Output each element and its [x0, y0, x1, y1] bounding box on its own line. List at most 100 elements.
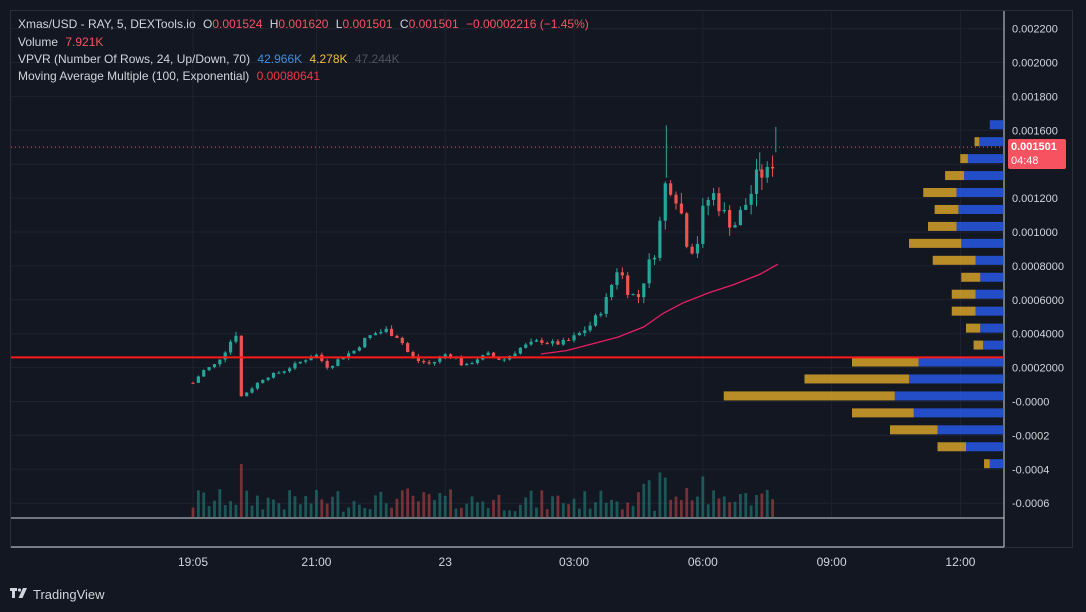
volume-bar	[679, 499, 683, 517]
candle-body	[298, 361, 302, 364]
volume-bar	[357, 504, 361, 517]
vpvr-up-bar	[980, 323, 1004, 333]
volume-bar	[545, 509, 549, 517]
volume-bar	[626, 502, 630, 517]
mam-label[interactable]: Moving Average Multiple (100, Exponentia…	[18, 69, 250, 83]
x-tick-label: 09:00	[817, 555, 847, 569]
candle-body	[288, 368, 292, 372]
candle-body	[282, 371, 286, 373]
vpvr-up-value: 42.966K	[257, 52, 303, 66]
vpvr-down-bar	[973, 340, 984, 350]
volume-label[interactable]: Volume	[18, 35, 59, 49]
vpvr-down-bar	[923, 188, 957, 198]
candle-body	[583, 330, 587, 333]
y-tick-label: 0.0004000	[1012, 329, 1064, 341]
volume-bar	[685, 488, 689, 517]
volume-bar	[245, 490, 249, 517]
volume-bar	[739, 493, 742, 517]
volume-bar	[229, 501, 232, 517]
volume-bar	[282, 509, 286, 517]
vpvr-down-bar	[951, 289, 976, 299]
volume-bar	[481, 501, 485, 517]
x-tick-label: 12:00	[945, 555, 975, 569]
volume-bar	[561, 503, 565, 517]
volume-bar	[438, 493, 442, 517]
candle-body	[411, 352, 415, 357]
candle-body	[470, 363, 474, 365]
volume-bar	[379, 491, 383, 517]
candle-body	[341, 357, 345, 360]
change-value: −0.00002216 (−1.45%)	[465, 17, 589, 31]
y-tick-label: 0.002000	[1012, 58, 1058, 70]
open-label: O	[202, 17, 213, 31]
volume-bar	[760, 493, 764, 517]
candle-body	[690, 246, 694, 254]
vpvr-down-bar	[932, 255, 976, 265]
high-value: 0.001620	[278, 17, 329, 31]
volume-bar	[637, 492, 640, 517]
candle-body	[593, 315, 598, 326]
vpvr-down-bar	[974, 137, 980, 147]
volume-bar	[459, 507, 463, 517]
volume-bar	[712, 490, 715, 517]
candle-body	[534, 340, 539, 342]
volume-bar	[352, 500, 356, 517]
vpvr-up-bar	[966, 442, 1004, 452]
volume-bar	[658, 472, 662, 517]
volume-bar	[298, 504, 302, 517]
candle-body	[652, 257, 657, 260]
volume-bar	[749, 505, 753, 517]
candle-body	[271, 372, 276, 378]
candle-body	[561, 339, 565, 345]
candle-body	[610, 284, 614, 298]
volume-bar	[234, 504, 238, 517]
candle-body	[722, 210, 726, 212]
volume-bar	[535, 507, 538, 517]
volume-bar	[465, 503, 469, 517]
candle-body	[261, 379, 265, 383]
candle-body	[572, 335, 576, 341]
candle-body	[304, 360, 308, 362]
candle-body	[588, 325, 592, 331]
candle-body	[695, 243, 700, 254]
candle-body	[524, 344, 528, 348]
close-label: C	[399, 17, 409, 31]
volume-bar	[476, 502, 479, 517]
vpvr-down-bar	[960, 154, 968, 164]
candle-body	[663, 183, 667, 221]
last-price-tag: 0.001501 04:48	[1008, 139, 1066, 169]
volume-bar	[765, 489, 769, 517]
volume-bar	[642, 483, 646, 517]
symbol-title[interactable]: Xmas/USD - RAY, 5, DEXTools.io	[18, 17, 196, 31]
volume-bar	[272, 499, 275, 517]
last-price-value: 0.001501	[1011, 141, 1057, 153]
candle-body	[475, 359, 480, 364]
vpvr-label[interactable]: VPVR (Number Of Rows, 24, Up/Down, 70)	[18, 52, 251, 66]
tradingview-brand-text: TradingView	[33, 586, 105, 602]
candle-body	[615, 272, 619, 285]
volume-bar	[701, 476, 705, 517]
candle-body	[717, 193, 721, 212]
volume-bar	[663, 477, 667, 517]
volume-bar	[594, 502, 597, 517]
volume-bar	[631, 505, 635, 517]
volume-bar	[374, 495, 377, 517]
volume-bar	[771, 499, 774, 517]
candle-body	[706, 199, 710, 206]
vpvr-down-bar	[723, 391, 895, 401]
volume-bar	[400, 490, 404, 517]
volume-bar	[223, 505, 227, 517]
volume-bar	[647, 480, 651, 517]
volume-bar	[567, 504, 571, 517]
vpvr-up-bar	[983, 340, 1004, 350]
volume-bar	[288, 490, 291, 517]
volume-bar	[722, 496, 726, 517]
volume-bar	[196, 490, 200, 517]
candle-body	[406, 343, 410, 353]
footer-brand[interactable]: TradingView	[10, 584, 105, 604]
vpvr-up-bar	[956, 188, 1004, 198]
candle-body	[432, 361, 437, 364]
volume-bar	[341, 511, 345, 517]
candle-body	[754, 169, 759, 194]
